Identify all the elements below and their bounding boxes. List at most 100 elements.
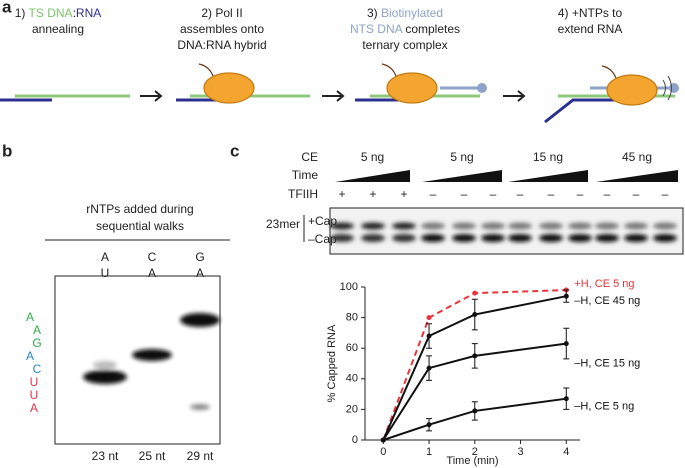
point — [426, 333, 432, 339]
sequence-letter: C — [33, 362, 42, 376]
band — [568, 234, 592, 242]
tfiih-sign: – — [577, 187, 584, 201]
band — [539, 234, 563, 242]
panel-label: a — [2, 0, 12, 16]
band — [421, 222, 445, 230]
sequence-letter: A — [33, 323, 41, 337]
point — [563, 293, 569, 299]
band — [361, 222, 385, 230]
time-wedge — [508, 170, 588, 182]
header: sequential walks — [96, 219, 184, 233]
step-text: annealing — [32, 22, 84, 36]
panel-label: b — [2, 141, 12, 160]
step-text: DNA:RNA hybrid — [177, 38, 266, 52]
y-tick-label: 0 — [352, 434, 358, 446]
gel-bands — [83, 313, 220, 410]
lane-top: C — [148, 250, 157, 264]
band — [481, 222, 505, 230]
lane-size: 29 nt — [187, 449, 214, 463]
gel-lane — [568, 222, 592, 242]
tfiih-sign: + — [338, 187, 345, 201]
step-text: 3) Biotinylated — [367, 6, 443, 20]
tfiih-sign: + — [400, 187, 407, 201]
y-axis-label: % Capped RNA — [326, 324, 338, 402]
tfiih-sign: + — [369, 187, 376, 201]
schematic — [0, 63, 679, 124]
tfiih-sign: – — [517, 187, 524, 201]
y-tick-label: 20 — [346, 403, 358, 415]
lane-bottom: A — [148, 266, 156, 280]
step-text: 4) +NTPs to — [558, 6, 623, 20]
band — [539, 222, 563, 230]
step-text: extend RNA — [558, 22, 623, 36]
gel-lane — [481, 222, 505, 242]
x-tick-label: 2 — [472, 446, 478, 458]
band — [452, 234, 476, 242]
band — [392, 234, 416, 242]
sequence-letter: U — [30, 375, 39, 389]
panel-label: c — [230, 141, 239, 160]
band — [624, 234, 648, 242]
tfiih-sign: – — [662, 187, 669, 201]
band — [653, 234, 677, 242]
gel-lane — [653, 222, 677, 242]
time-wedge — [422, 170, 502, 182]
gel-lane — [361, 222, 385, 242]
point — [472, 353, 478, 359]
series-line — [382, 397, 567, 441]
band — [481, 234, 505, 242]
lane-bottom: U — [101, 266, 110, 280]
ce-amount: 45 ng — [622, 150, 652, 164]
x-tick-label: 4 — [563, 446, 569, 458]
band — [361, 234, 385, 242]
series-line — [382, 289, 567, 441]
y-tick-label: 60 — [346, 342, 358, 354]
ce-amount: 15 ng — [533, 150, 563, 164]
point — [472, 408, 478, 414]
band — [624, 222, 648, 230]
step-text: ternary complex — [362, 38, 447, 52]
gel — [329, 207, 684, 255]
point — [563, 341, 569, 347]
step-text: 2) Pol II — [201, 6, 242, 20]
step-text: 1) TS DNA:RNA — [15, 6, 102, 20]
tfiih-sign: – — [548, 187, 555, 201]
ce-amount: 5 ng — [361, 150, 384, 164]
row-label: Time — [292, 168, 319, 182]
tfiih-sign: – — [430, 187, 437, 201]
lane-size: 23 nt — [92, 449, 119, 463]
point — [426, 422, 432, 428]
band — [508, 234, 532, 242]
gel-label: –Cap — [308, 232, 337, 246]
band — [452, 222, 476, 230]
series-label: +H, CE 5 ng — [574, 278, 634, 290]
gel-lane — [330, 222, 354, 242]
tfiih-sign: – — [490, 187, 497, 201]
gel — [54, 275, 221, 445]
x-tick-label: 0 — [380, 446, 386, 458]
step-text: assembles onto — [180, 22, 264, 36]
lane-top: A — [101, 250, 109, 264]
y-tick-label: 80 — [346, 312, 358, 324]
x-tick-label: 3 — [517, 446, 523, 458]
point — [380, 437, 386, 443]
band — [330, 222, 354, 230]
band — [508, 222, 532, 230]
gel-lane — [595, 222, 619, 242]
time-wedge — [335, 170, 410, 182]
sequence-letter: A — [26, 310, 34, 324]
series-label: –H, CE 45 ng — [574, 295, 640, 307]
band — [392, 222, 416, 230]
band — [330, 234, 354, 242]
gel-lane — [392, 222, 416, 242]
series-line — [382, 295, 567, 441]
gel-lane — [508, 222, 532, 242]
sequence-letter: U — [30, 388, 39, 402]
sequence-letter: G — [32, 336, 41, 350]
band — [421, 234, 445, 242]
header: rNTPs added during — [86, 202, 193, 216]
gel-lane — [539, 222, 563, 242]
y-tick-label: 100 — [340, 281, 358, 293]
point — [472, 312, 478, 318]
gel-lane — [421, 222, 445, 242]
